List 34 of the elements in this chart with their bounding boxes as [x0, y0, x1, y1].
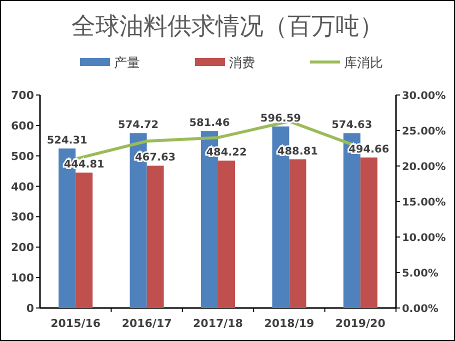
- x-tick-label: 2015/16: [50, 317, 101, 330]
- y2-tick-label: 25.00%: [402, 126, 446, 138]
- title: 全球油料供求情况（百万吨）: [72, 12, 384, 40]
- bar: [76, 172, 93, 308]
- x-tick-label: 2017/18: [193, 317, 243, 330]
- data-label: 596.59: [260, 112, 301, 124]
- y-tick-label: 600: [11, 119, 34, 132]
- data-label: 574.72: [118, 119, 159, 132]
- y2-tick-label: 30.00%: [402, 90, 446, 102]
- bar: [146, 166, 164, 308]
- bar: [360, 157, 378, 308]
- y2-tick-label: 0.00%: [402, 303, 439, 315]
- legend-label: 产量: [114, 56, 140, 71]
- y2-tick-label: 20.00%: [402, 161, 446, 173]
- data-label: 574.63: [332, 119, 372, 132]
- x-tick-label: 2019/20: [335, 317, 386, 330]
- y-tick-label: 500: [11, 150, 34, 163]
- bar: [218, 160, 235, 308]
- y-tick-label: 700: [11, 89, 34, 102]
- x-tick-label: 2018/19: [264, 317, 314, 330]
- y-tick-label: 100: [11, 272, 34, 285]
- bar: [289, 159, 306, 308]
- x-tick-label: 2016/17: [122, 317, 172, 330]
- y-tick-label: 300: [11, 210, 34, 224]
- y2-tick-label: 10.00%: [402, 232, 446, 244]
- y-tick-label: 200: [11, 241, 34, 254]
- y-tick-label: 400: [11, 180, 34, 194]
- data-label: 524.31: [46, 134, 88, 146]
- y2-tick-label: 5.00%: [402, 268, 439, 280]
- y-tick-label: 0: [26, 302, 34, 315]
- legend-label: 消费: [229, 56, 255, 71]
- data-label: 581.46: [189, 117, 230, 130]
- legend-label: 库消比: [344, 56, 383, 71]
- y2-tick-label: 15.00%: [402, 196, 446, 208]
